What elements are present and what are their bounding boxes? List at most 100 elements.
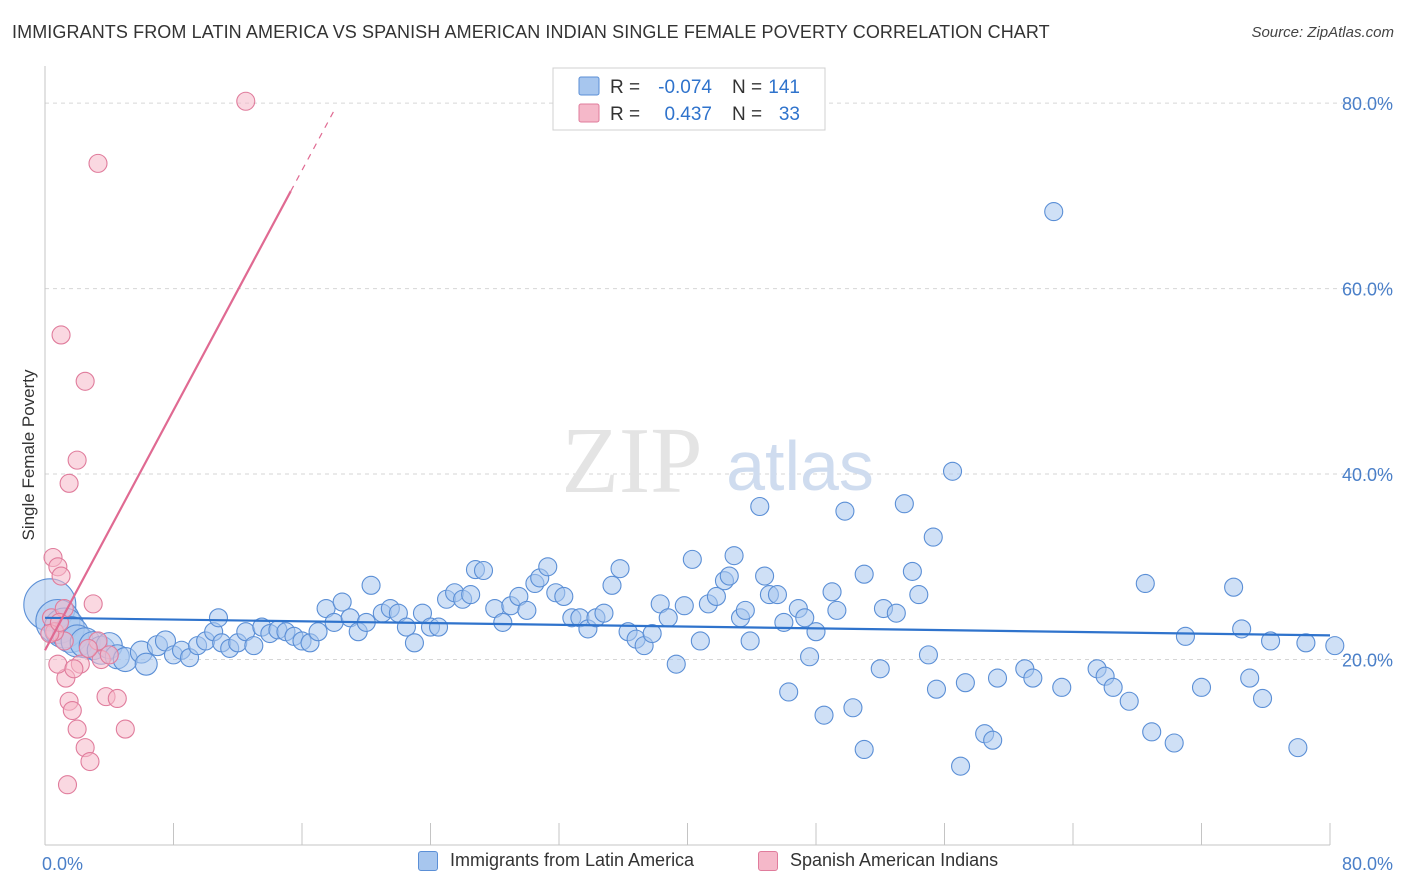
point-spanish-american-indians <box>57 775 78 795</box>
y-tick-label: 60.0% <box>1342 280 1393 300</box>
point-latin-america <box>404 633 424 653</box>
point-spanish-american-indians <box>236 91 256 111</box>
stats-r-value-1: -0.074 <box>658 77 712 98</box>
point-spanish-american-indians <box>80 751 100 772</box>
x-tick-label: 80.0% <box>1342 854 1393 874</box>
point-spanish-american-indians <box>75 371 95 391</box>
trend-line-extension <box>290 110 335 192</box>
y-tick-label: 80.0% <box>1342 94 1393 114</box>
point-latin-america <box>870 659 890 679</box>
point-latin-america <box>706 586 726 607</box>
point-latin-america <box>1296 633 1316 653</box>
point-latin-america <box>1164 733 1184 753</box>
point-latin-america <box>308 622 328 642</box>
point-latin-america <box>909 585 929 605</box>
tick-labels: 20.0% 40.0% 60.0% 80.0% 0.0% 80.0% <box>42 94 1393 874</box>
stats-n-value-2: 33 <box>779 104 800 125</box>
stats-n-value-1: 141 <box>768 77 800 98</box>
y-axis-label: Single Female Poverty <box>19 369 38 541</box>
point-spanish-american-indians <box>67 719 87 739</box>
point-latin-america <box>674 596 694 616</box>
point-latin-america <box>666 654 686 674</box>
stats-n-label-2: N = <box>732 104 762 125</box>
point-latin-america <box>827 600 847 620</box>
point-latin-america <box>955 673 975 693</box>
point-latin-america <box>428 617 449 637</box>
point-latin-america <box>594 603 614 623</box>
point-latin-america <box>538 557 558 577</box>
point-latin-america <box>735 600 755 620</box>
point-latin-america <box>208 608 229 628</box>
stats-r-label-1: R = <box>610 77 640 98</box>
point-latin-america <box>902 561 922 581</box>
point-latin-america <box>740 631 760 651</box>
legend-swatch-blue <box>418 850 438 871</box>
y-tick-label: 40.0% <box>1342 465 1393 485</box>
point-latin-america <box>983 730 1003 750</box>
point-latin-america <box>1240 668 1260 688</box>
point-latin-america <box>493 612 513 632</box>
point-latin-america <box>517 600 537 620</box>
watermark: ZIP atlas <box>562 409 874 513</box>
point-latin-america <box>918 645 938 665</box>
point-latin-america <box>1224 577 1244 597</box>
point-latin-america <box>602 575 622 595</box>
trend-line-latin-america <box>44 616 1331 637</box>
source-label: Source: ZipAtlas.com <box>1251 24 1394 41</box>
point-latin-america <box>724 546 744 566</box>
legend-item-spanish-american-indians: Spanish American Indians <box>758 850 998 871</box>
point-latin-america <box>1175 626 1195 646</box>
point-latin-america <box>690 631 710 651</box>
point-latin-america <box>396 617 416 637</box>
point-latin-america <box>658 608 678 628</box>
axes <box>44 66 1331 846</box>
point-spanish-american-indians <box>88 153 108 173</box>
point-latin-america <box>1044 202 1064 222</box>
point-latin-america <box>951 756 971 776</box>
point-latin-america <box>682 549 702 569</box>
point-spanish-american-indians <box>115 719 135 739</box>
point-latin-america <box>332 592 352 612</box>
x-tick-label: 0.0% <box>42 854 83 874</box>
point-spanish-american-indians <box>59 473 79 493</box>
point-latin-america <box>886 603 906 623</box>
point-spanish-american-indians <box>83 594 103 614</box>
stats-legend: R = -0.074 N = 141 R = 0.437 N = 33 <box>552 67 826 131</box>
point-spanish-american-indians <box>67 450 87 470</box>
point-spanish-american-indians <box>51 325 71 345</box>
watermark-atlas: atlas <box>726 427 874 505</box>
point-spanish-american-indians <box>51 566 71 586</box>
point-spanish-american-indians <box>99 645 119 665</box>
point-latin-america <box>1142 722 1162 742</box>
point-latin-america <box>134 652 158 676</box>
point-latin-america <box>750 496 770 517</box>
point-latin-america <box>1325 636 1345 656</box>
point-latin-america <box>361 575 381 595</box>
point-latin-america <box>814 705 834 725</box>
point-latin-america <box>1052 677 1072 697</box>
point-latin-america <box>1261 631 1281 651</box>
legend-label-spanish-american-indians: Spanish American Indians <box>790 850 999 870</box>
point-latin-america <box>923 527 943 547</box>
legend-label-latin-america: Immigrants from Latin America <box>450 850 695 870</box>
legend-swatch-pink <box>758 850 778 871</box>
point-latin-america <box>1288 738 1308 758</box>
trend-lines <box>44 110 1331 651</box>
point-latin-america <box>942 461 963 481</box>
point-latin-america <box>843 698 863 718</box>
stats-r-label-2: R = <box>610 104 640 125</box>
point-latin-america <box>767 585 788 605</box>
point-latin-america <box>461 585 481 605</box>
chart-title: IMMIGRANTS FROM LATIN AMERICA VS SPANISH… <box>12 22 1050 42</box>
legend-item-latin-america: Immigrants from Latin America <box>418 850 694 871</box>
point-latin-america <box>779 682 799 702</box>
point-latin-america <box>1023 668 1043 688</box>
point-spanish-american-indians <box>64 659 84 679</box>
point-latin-america <box>822 582 842 602</box>
point-latin-america <box>642 624 662 644</box>
point-spanish-american-indians <box>62 700 82 721</box>
point-latin-america <box>854 564 874 584</box>
point-latin-america <box>806 622 826 642</box>
point-latin-america <box>795 608 815 628</box>
